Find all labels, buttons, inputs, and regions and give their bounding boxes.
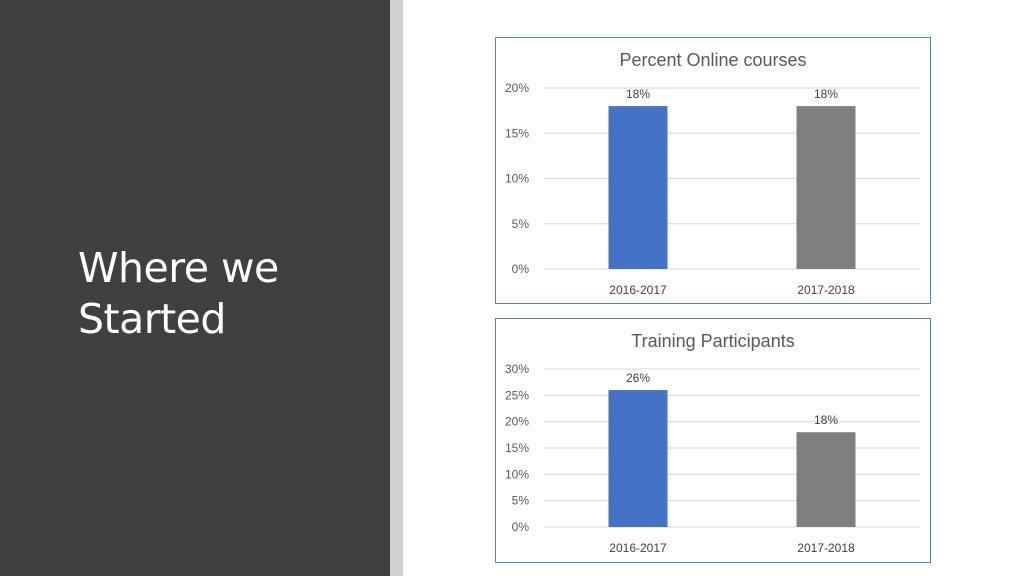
chart-1-bar-2016-2017 <box>608 106 668 269</box>
chart-1-data-label: 18% <box>814 87 838 101</box>
chart-2-bar-2016-2017 <box>608 390 668 527</box>
chart-1-category-label: 2017-2018 <box>797 283 855 297</box>
chart-2-y-tick-label: 10% <box>505 467 529 481</box>
slide-title: Where we Started <box>78 243 378 345</box>
slide-title-line-1: Where we <box>78 244 279 292</box>
chart-1-data-label: 18% <box>626 87 650 101</box>
chart-2-category-label: 2016-2017 <box>609 541 667 555</box>
chart-2-category-label: 2017-2018 <box>797 541 855 555</box>
chart-2-data-label: 18% <box>814 413 838 427</box>
chart-2-y-tick-label: 15% <box>505 441 529 455</box>
chart-2-y-tick-label: 5% <box>512 494 530 508</box>
title-panel: Where we Started <box>0 0 390 576</box>
chart-2-y-tick-label: 20% <box>505 415 529 429</box>
chart-1-y-tick-label: 20% <box>505 81 529 95</box>
chart-1-y-tick-label: 15% <box>505 126 529 140</box>
slide-title-line-2: Started <box>78 295 226 343</box>
training-participants-chart: Training Participants 0% 5% 10% 15% 20% 25% 30%… <box>495 318 931 563</box>
training-participants-chart-svg: Training Participants 0% 5% 10% 15% 20% 25% 30%… <box>505 331 920 555</box>
chart-1-y-tick-label: 5% <box>512 217 530 231</box>
chart-2-y-tick-label: 30% <box>505 362 529 376</box>
chart-1-y-tick-label: 0% <box>512 262 530 276</box>
panel-divider <box>390 0 403 576</box>
chart-2-data-label: 26% <box>626 371 650 385</box>
chart-2-bar-2017-2018 <box>796 432 856 527</box>
chart-1-y-tick-label: 10% <box>505 172 529 186</box>
chart-2-title: Training Participants <box>631 331 794 351</box>
chart-1-title: Percent Online courses <box>619 50 806 70</box>
chart-2-y-tick-label: 25% <box>505 388 529 402</box>
online-courses-chart-svg: Percent Online courses 0% 5% 10% 15% 20% 18% 20… <box>505 50 920 297</box>
chart-1-bar-2017-2018 <box>796 106 856 269</box>
online-courses-chart: Percent Online courses 0% 5% 10% 15% 20% 18% 20… <box>495 37 931 304</box>
chart-2-y-tick-label: 0% <box>512 520 530 534</box>
chart-1-category-label: 2016-2017 <box>609 283 667 297</box>
